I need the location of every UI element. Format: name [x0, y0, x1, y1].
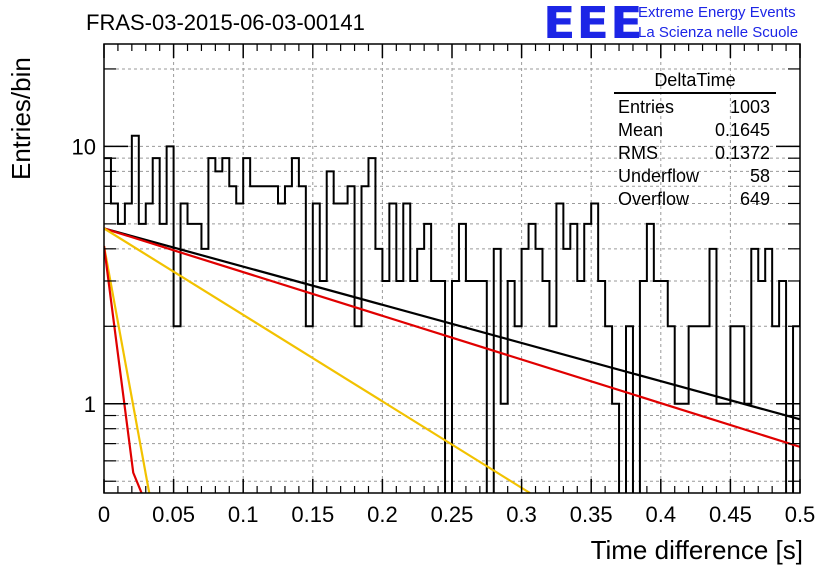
- fit-curve: [104, 227, 800, 421]
- fit-curve: [104, 227, 800, 448]
- y-tick-label: 10: [72, 134, 96, 159]
- stats-row: Entries 1003: [614, 96, 776, 119]
- histogram-series: [104, 134, 800, 493]
- x-tick-label: 0.3: [506, 502, 537, 527]
- x-tick-label: 0.45: [709, 502, 752, 527]
- x-tick-label: 0.1: [228, 502, 259, 527]
- stats-value: 0.1372: [714, 143, 770, 163]
- logo-line2: La Scienza nelle Scuole: [638, 24, 799, 41]
- stats-row: Overflow 649: [614, 188, 776, 211]
- stats-value: 1003: [729, 97, 770, 117]
- stats-value: 0.1645: [714, 120, 770, 140]
- stats-label: RMS: [618, 143, 658, 163]
- stats-label: Underflow: [618, 166, 700, 186]
- eee-logo: EEE Extreme Energy Events La Scienza nel…: [543, 0, 833, 49]
- x-tick-label: 0.35: [570, 502, 613, 527]
- stats-label: Entries: [618, 97, 675, 117]
- stats-label: Overflow: [618, 189, 690, 209]
- axis-ticks: [103, 44, 801, 493]
- stats-title: DeltaTime: [614, 70, 776, 94]
- fit-curve: [104, 227, 531, 493]
- logo-line1: Extreme Energy Events: [638, 4, 796, 21]
- x-tick-label: 0.25: [431, 502, 474, 527]
- stats-row: RMS 0.1372: [614, 142, 776, 165]
- stats-label: Mean: [618, 120, 664, 140]
- x-tick-label: 0.4: [646, 502, 677, 527]
- fit-curve: [104, 245, 151, 493]
- x-tick-label: 0.2: [367, 502, 398, 527]
- stats-box: DeltaTime Entries 1003 Mean 0.1645 RMS 0…: [614, 70, 776, 211]
- tick-labels: 0 0.05 0.1 0.15 0.2 0.25 0.3 0.35 0.4 0.45 0.5 1 10: [72, 134, 816, 527]
- stats-value: 649: [739, 189, 770, 209]
- x-tick-label: 0.15: [291, 502, 334, 527]
- plot-title: FRAS-03-2015-06-03-00141: [86, 10, 365, 35]
- x-tick-label: 0: [98, 502, 110, 527]
- fit-curve: [104, 245, 143, 493]
- x-tick-label: 0.05: [152, 502, 195, 527]
- stats-row: Mean 0.1645: [614, 119, 776, 142]
- stats-row: Underflow 58: [614, 165, 776, 188]
- histogram-step-line: [104, 134, 800, 493]
- y-tick-label: 1: [84, 392, 96, 417]
- y-axis-label: Entries/bin: [6, 57, 36, 180]
- fit-curves: [104, 227, 800, 493]
- x-axis-label: Time difference [s]: [590, 535, 803, 565]
- x-tick-label: 0.5: [785, 502, 816, 527]
- stats-value: 58: [749, 166, 770, 186]
- logo-mark: EEE: [543, 0, 644, 49]
